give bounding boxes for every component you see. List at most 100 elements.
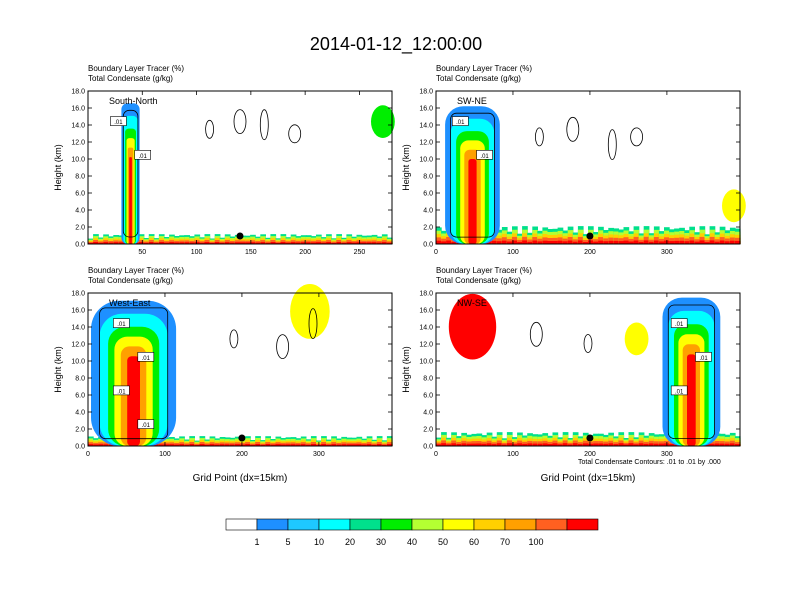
field-cell xyxy=(441,241,447,244)
field-cell xyxy=(316,242,322,244)
field-cell xyxy=(336,444,342,446)
field-cell xyxy=(669,238,675,244)
field-cell xyxy=(229,442,236,446)
y-tick-label: 6.0 xyxy=(423,393,433,400)
field-cell xyxy=(633,236,640,244)
y-tick-label: 10.0 xyxy=(419,157,433,164)
contour-line xyxy=(122,109,139,238)
field-cell xyxy=(189,444,195,446)
field-cell xyxy=(552,241,559,244)
y-tick-label: 0.0 xyxy=(423,242,433,249)
field-cell xyxy=(88,242,94,244)
colorbar-label: 30 xyxy=(376,537,386,547)
field-cell xyxy=(331,444,337,446)
field-cell xyxy=(638,241,645,244)
field-cell xyxy=(709,240,716,244)
contour-label-box xyxy=(451,116,469,126)
field-cell xyxy=(118,242,125,244)
colorbar-swatch xyxy=(287,518,320,531)
field-cell xyxy=(341,442,347,446)
contour-label-box xyxy=(134,150,151,160)
contour-label: .01 xyxy=(675,322,684,328)
field-cell xyxy=(648,443,655,446)
field-cell xyxy=(547,441,554,446)
x-tick-label: 300 xyxy=(313,451,325,458)
y-tick-label: 4.0 xyxy=(423,208,433,215)
field-cell xyxy=(496,443,503,446)
field-cell xyxy=(133,242,140,244)
field-cell xyxy=(93,242,99,244)
field-cell xyxy=(326,444,332,446)
y-tick-label: 2.0 xyxy=(423,427,433,434)
field-cell xyxy=(153,242,160,244)
field-cell xyxy=(366,242,373,244)
field-cell xyxy=(582,440,589,446)
x-tick-label: 200 xyxy=(584,249,596,256)
field-cell xyxy=(250,242,256,244)
field-cell xyxy=(356,444,363,446)
contour-label-box xyxy=(110,116,127,126)
field-cell xyxy=(633,442,640,446)
location-marker xyxy=(238,434,246,442)
y-tick-label: 6.0 xyxy=(75,191,85,198)
field-cell xyxy=(633,444,640,446)
field-cell xyxy=(290,444,297,446)
field-cell xyxy=(194,242,201,244)
field-cell xyxy=(623,240,630,244)
field-cell xyxy=(446,240,452,244)
plot-frame xyxy=(87,292,393,447)
field-cell xyxy=(542,443,549,446)
y-tick-label: 14.0 xyxy=(71,325,85,332)
field-cell xyxy=(653,443,660,446)
x-axis: 0 100 200 300 xyxy=(434,91,673,256)
panel-sw-ne: .01 .01 0.0 2.0 4.0 6.0 8.0 10.0 12.0 14.0 16.0 18.… xyxy=(401,64,746,256)
plot-frame xyxy=(87,90,393,245)
field-cell xyxy=(275,242,282,244)
field-cell xyxy=(537,241,543,244)
contour-line xyxy=(566,116,580,142)
colorbar-label: 20 xyxy=(345,537,355,547)
field-cell xyxy=(547,444,554,446)
field-blob xyxy=(722,189,746,223)
field-cell xyxy=(496,238,503,244)
field-cell xyxy=(290,242,297,244)
panels: .01 .01 0.0 2.0 4.0 6.0 8.0 10.0 12.0 14.0 16.0 18.… xyxy=(53,64,746,484)
field-cell xyxy=(593,443,599,446)
field-cell xyxy=(734,444,741,446)
y-tick-label: 4.0 xyxy=(423,410,433,417)
field-cell xyxy=(356,442,363,446)
contour-line xyxy=(308,308,318,340)
contour-line xyxy=(529,321,543,347)
y-tick-label: 18.0 xyxy=(71,89,85,96)
panel-west-east: .01 .01 .01 .01 0.0 2.0 4.0 6.0 8.0 10.0 12.0 14.0 1… xyxy=(53,266,393,484)
x-tick-label: 0 xyxy=(434,249,438,256)
y-tick-label: 16.0 xyxy=(71,106,85,113)
field-cell xyxy=(103,442,109,446)
panel-variable-1: Boundary Layer Tracer (%) xyxy=(88,266,184,275)
field-tower xyxy=(129,157,132,244)
field-cell xyxy=(512,444,518,446)
x-tick-label: 250 xyxy=(354,249,366,256)
contour-line xyxy=(205,119,215,139)
field-cell xyxy=(240,443,246,446)
field-cell xyxy=(260,240,266,244)
field-cell xyxy=(714,239,721,244)
y-axis-label: Height (km) xyxy=(53,144,63,191)
y-tick-label: 14.0 xyxy=(71,123,85,130)
panel-variable-1: Boundary Layer Tracer (%) xyxy=(436,266,532,275)
figure-title: 2014-01-12_12:00:00 xyxy=(310,34,482,55)
field-cell xyxy=(436,444,442,446)
field-cell xyxy=(501,444,508,446)
field-cell xyxy=(724,443,731,446)
contour-line xyxy=(99,307,169,440)
contour-label: .01 xyxy=(139,154,148,160)
field-cell xyxy=(552,237,559,244)
field-cell xyxy=(613,444,619,446)
field-cell xyxy=(300,444,307,446)
contour-line xyxy=(276,334,290,360)
field-cell xyxy=(532,240,538,244)
y-axis: 0.0 2.0 4.0 6.0 8.0 10.0 12.0 14.0 16.0 18.0 xyxy=(71,291,392,451)
field-cell xyxy=(506,443,513,446)
colorbar-label: 10 xyxy=(314,537,324,547)
field-cell xyxy=(729,440,736,446)
